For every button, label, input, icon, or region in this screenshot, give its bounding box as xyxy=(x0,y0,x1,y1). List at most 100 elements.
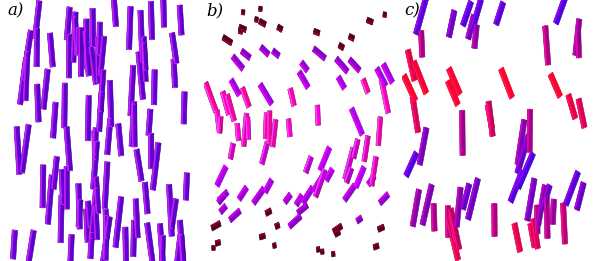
Polygon shape xyxy=(288,213,301,226)
Polygon shape xyxy=(238,32,242,34)
Polygon shape xyxy=(382,63,384,65)
Polygon shape xyxy=(63,127,65,128)
Polygon shape xyxy=(366,17,374,25)
Polygon shape xyxy=(344,179,346,180)
Polygon shape xyxy=(259,141,267,164)
Polygon shape xyxy=(64,7,73,40)
Polygon shape xyxy=(401,73,418,103)
Polygon shape xyxy=(412,62,425,95)
Polygon shape xyxy=(535,205,540,234)
Polygon shape xyxy=(445,216,461,261)
Polygon shape xyxy=(185,200,187,201)
Polygon shape xyxy=(253,202,254,204)
Polygon shape xyxy=(76,55,78,56)
Polygon shape xyxy=(135,149,137,150)
Polygon shape xyxy=(100,216,109,261)
Polygon shape xyxy=(141,43,145,82)
Polygon shape xyxy=(97,92,104,132)
Polygon shape xyxy=(471,29,473,30)
Polygon shape xyxy=(349,107,365,136)
Polygon shape xyxy=(446,9,454,37)
Polygon shape xyxy=(245,113,248,114)
Polygon shape xyxy=(260,46,262,48)
Polygon shape xyxy=(32,0,42,39)
Polygon shape xyxy=(149,109,152,110)
Polygon shape xyxy=(296,202,307,212)
Polygon shape xyxy=(16,126,18,127)
Polygon shape xyxy=(47,33,52,67)
Polygon shape xyxy=(307,69,308,72)
Polygon shape xyxy=(229,208,239,219)
Polygon shape xyxy=(383,15,386,17)
Polygon shape xyxy=(293,105,295,106)
Polygon shape xyxy=(51,156,56,189)
Polygon shape xyxy=(88,45,99,85)
Polygon shape xyxy=(170,228,173,229)
Polygon shape xyxy=(134,150,140,182)
Polygon shape xyxy=(83,209,91,242)
Polygon shape xyxy=(290,193,292,196)
Polygon shape xyxy=(332,223,343,234)
Polygon shape xyxy=(62,83,64,128)
Polygon shape xyxy=(512,224,519,253)
Polygon shape xyxy=(52,66,54,67)
Polygon shape xyxy=(220,92,228,116)
Polygon shape xyxy=(343,183,356,203)
Polygon shape xyxy=(133,101,135,102)
Polygon shape xyxy=(229,78,241,97)
Polygon shape xyxy=(565,204,567,206)
Polygon shape xyxy=(115,26,117,27)
Polygon shape xyxy=(97,92,101,132)
Polygon shape xyxy=(413,80,416,81)
Polygon shape xyxy=(41,69,50,110)
Polygon shape xyxy=(97,213,100,214)
Polygon shape xyxy=(356,220,358,223)
Polygon shape xyxy=(225,205,227,207)
Polygon shape xyxy=(417,127,425,164)
Polygon shape xyxy=(236,123,238,124)
Polygon shape xyxy=(301,194,303,196)
Polygon shape xyxy=(79,199,82,200)
Polygon shape xyxy=(445,79,460,107)
Polygon shape xyxy=(74,16,76,17)
Polygon shape xyxy=(312,46,326,61)
Polygon shape xyxy=(70,234,73,235)
Polygon shape xyxy=(351,138,360,159)
Polygon shape xyxy=(265,112,268,113)
Polygon shape xyxy=(109,118,112,119)
Polygon shape xyxy=(215,165,226,185)
Polygon shape xyxy=(453,10,455,11)
Polygon shape xyxy=(95,188,97,189)
Polygon shape xyxy=(98,69,103,111)
Polygon shape xyxy=(491,204,494,236)
Polygon shape xyxy=(95,37,97,83)
Polygon shape xyxy=(141,37,145,70)
Polygon shape xyxy=(274,222,280,230)
Polygon shape xyxy=(181,92,187,124)
Polygon shape xyxy=(104,260,107,261)
Polygon shape xyxy=(46,69,49,70)
Polygon shape xyxy=(177,5,181,35)
Polygon shape xyxy=(131,102,137,147)
Polygon shape xyxy=(180,34,183,35)
Polygon shape xyxy=(25,57,28,58)
Polygon shape xyxy=(297,212,298,214)
Polygon shape xyxy=(84,19,86,69)
Polygon shape xyxy=(270,119,275,147)
Polygon shape xyxy=(85,95,88,141)
Polygon shape xyxy=(379,79,391,114)
Polygon shape xyxy=(85,95,91,141)
Polygon shape xyxy=(171,59,174,88)
Polygon shape xyxy=(448,207,462,251)
Polygon shape xyxy=(457,259,460,261)
Polygon shape xyxy=(170,236,173,237)
Polygon shape xyxy=(211,221,221,231)
Polygon shape xyxy=(86,201,89,202)
Polygon shape xyxy=(10,230,14,259)
Polygon shape xyxy=(183,173,186,200)
Polygon shape xyxy=(350,108,353,109)
Polygon shape xyxy=(19,104,21,105)
Polygon shape xyxy=(380,79,382,80)
Polygon shape xyxy=(550,199,553,224)
Polygon shape xyxy=(448,213,459,243)
